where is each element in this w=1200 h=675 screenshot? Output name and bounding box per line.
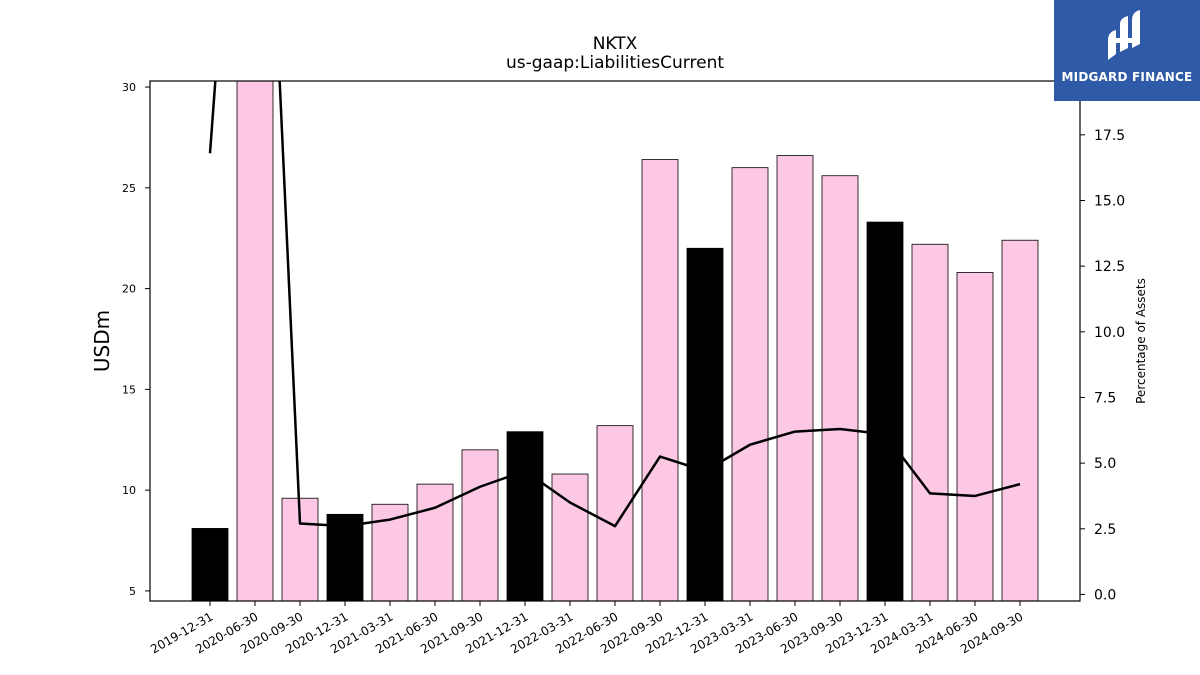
bar <box>236 81 274 601</box>
y2-tick-label: 17.5 <box>1094 128 1125 144</box>
y-tick-label: 25 <box>122 182 136 195</box>
bar <box>731 167 769 601</box>
y2-tick-label: 2.5 <box>1094 522 1116 538</box>
bar <box>686 247 724 601</box>
y2-axis-label: Percentage of Assets <box>1134 278 1148 404</box>
y2-tick-label: 12.5 <box>1094 259 1125 275</box>
bar <box>641 159 679 601</box>
line-series <box>208 81 1021 528</box>
y-tick-label: 15 <box>122 383 136 396</box>
bar <box>191 528 229 601</box>
y-axis-label: USDm <box>90 310 114 372</box>
y-tick-label: 30 <box>122 81 136 94</box>
bar <box>776 155 814 601</box>
bar <box>506 431 544 601</box>
bar <box>596 425 634 601</box>
bar <box>461 449 499 601</box>
midgard-finance-logo: MIDGARD FINANCE <box>1054 0 1200 101</box>
bar <box>326 513 364 601</box>
logo-mark-icon <box>1108 10 1140 60</box>
bar <box>1001 239 1039 601</box>
bar <box>821 175 859 601</box>
bars-layer <box>191 81 1039 601</box>
y2-tick-label: 15.0 <box>1094 193 1125 209</box>
y2-tick-label: 5.0 <box>1094 456 1116 472</box>
line-layer <box>208 81 1021 528</box>
y-tick-label: 5 <box>129 585 136 598</box>
bar <box>551 473 589 601</box>
y2-tick-label: 7.5 <box>1094 390 1116 406</box>
bar <box>911 243 949 601</box>
chart-title: NKTX <box>593 34 638 54</box>
chart-subtitle: us-gaap:LiabilitiesCurrent <box>506 53 724 73</box>
y2-tick-label: 10.0 <box>1094 325 1125 341</box>
bar <box>416 483 454 601</box>
logo-text: MIDGARD FINANCE <box>1061 70 1193 84</box>
bar <box>956 272 994 601</box>
bar <box>866 221 904 601</box>
y-tick-label: 10 <box>122 484 136 497</box>
y2-tick-label: 0.0 <box>1094 587 1116 603</box>
y-tick-label: 20 <box>122 283 136 296</box>
